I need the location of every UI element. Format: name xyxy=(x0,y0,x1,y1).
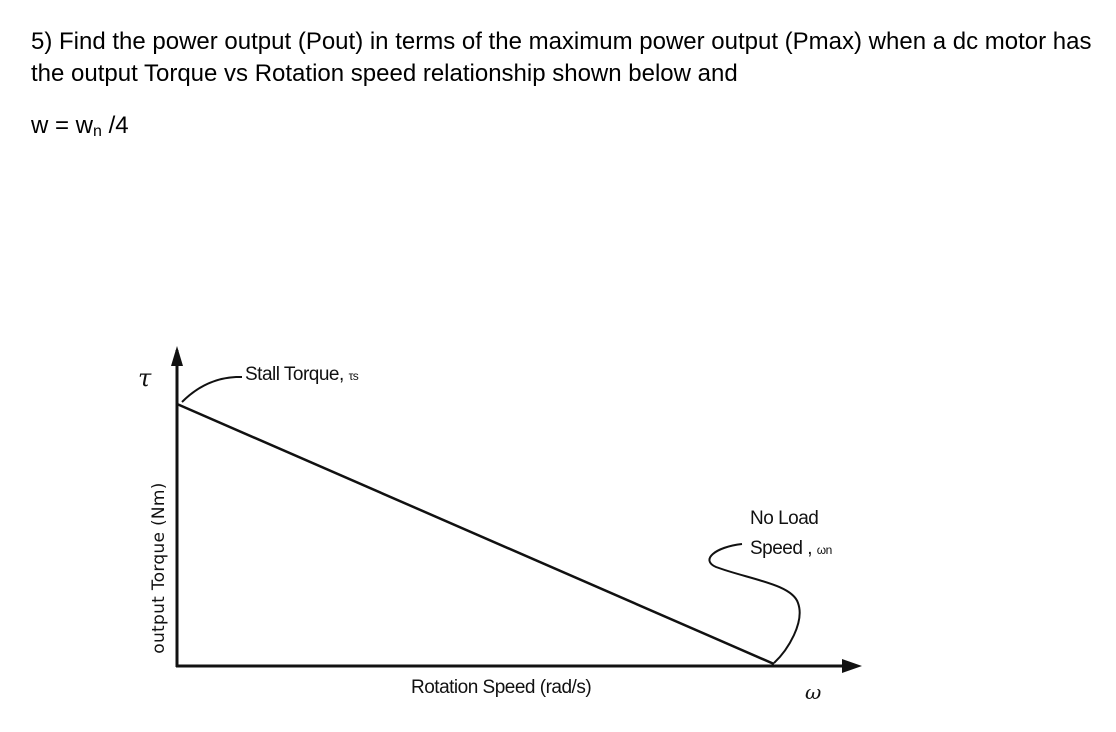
equation-subscript: n xyxy=(93,123,102,140)
x-axis-label: Rotation Speed (rad/s) xyxy=(411,677,592,698)
no-load-label-line1: No Load xyxy=(750,508,819,529)
equation-prefix: w = w xyxy=(31,112,94,139)
x-axis-arrow xyxy=(842,659,862,673)
torque-speed-line xyxy=(176,402,775,666)
x-axis-symbol: ω xyxy=(805,680,822,704)
equation-suffix: /4 xyxy=(101,112,129,139)
no-load-speed-text: Speed , xyxy=(750,538,817,559)
stall-torque-leader xyxy=(181,376,242,403)
no-load-label-line2: Speed , ωn xyxy=(750,538,832,560)
stall-torque-text: Stall Torque, xyxy=(245,364,349,385)
y-axis-arrow xyxy=(171,346,183,366)
no-load-speed-leader xyxy=(708,543,801,664)
question-text: 5) Find the power output (Pout) in terms… xyxy=(31,28,1092,87)
given-condition: w = wn /4 xyxy=(31,110,129,142)
y-axis-symbol: τ xyxy=(138,364,152,392)
y-axis-label: output Torque (Nm) xyxy=(149,482,169,654)
stall-torque-label: Stall Torque, τs xyxy=(245,364,359,386)
stall-torque-symbol: τs xyxy=(348,369,359,383)
no-load-speed-symbol: ωn xyxy=(816,543,833,557)
